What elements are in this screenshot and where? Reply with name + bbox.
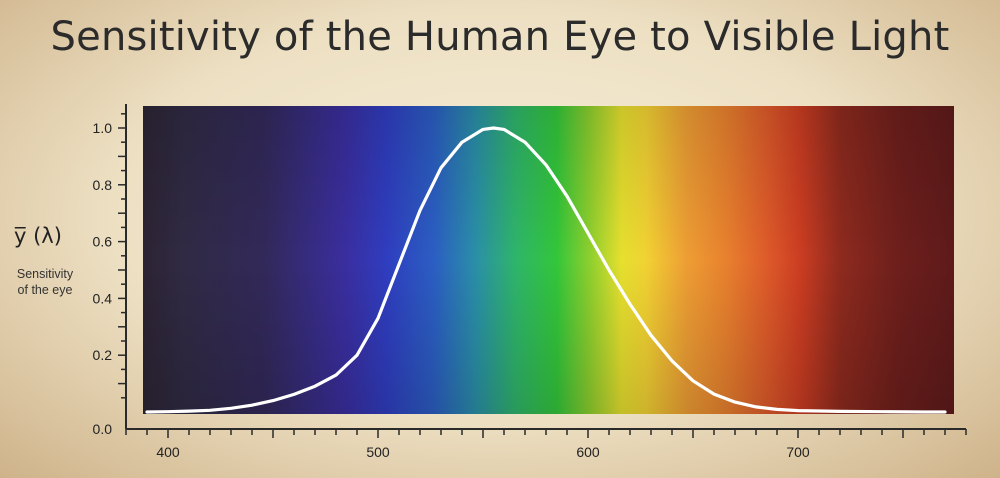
x-tick-label: 500 (366, 444, 390, 460)
chart-title: Sensitivity of the Human Eye to Visible … (50, 14, 950, 60)
y-tick-label: 0.8 (93, 177, 113, 193)
x-tick-label: 600 (576, 444, 600, 460)
x-tick-label: 700 (786, 444, 810, 460)
sensitivity-curve (145, 126, 947, 414)
y-tick-label: 0.4 (93, 290, 113, 306)
y-tick-label: 0.2 (93, 347, 113, 363)
y-tick-label: 1.0 (93, 120, 113, 136)
y-axis-label: y̅ (λ) (14, 224, 62, 248)
spectrum-shading (143, 106, 954, 414)
y-tick-label: 0.0 (93, 421, 113, 437)
y-tick-label: 0.6 (93, 234, 113, 250)
y-axis-sublabel: Sensitivity of the eye (16, 267, 74, 297)
x-tick-label: 400 (156, 444, 180, 460)
